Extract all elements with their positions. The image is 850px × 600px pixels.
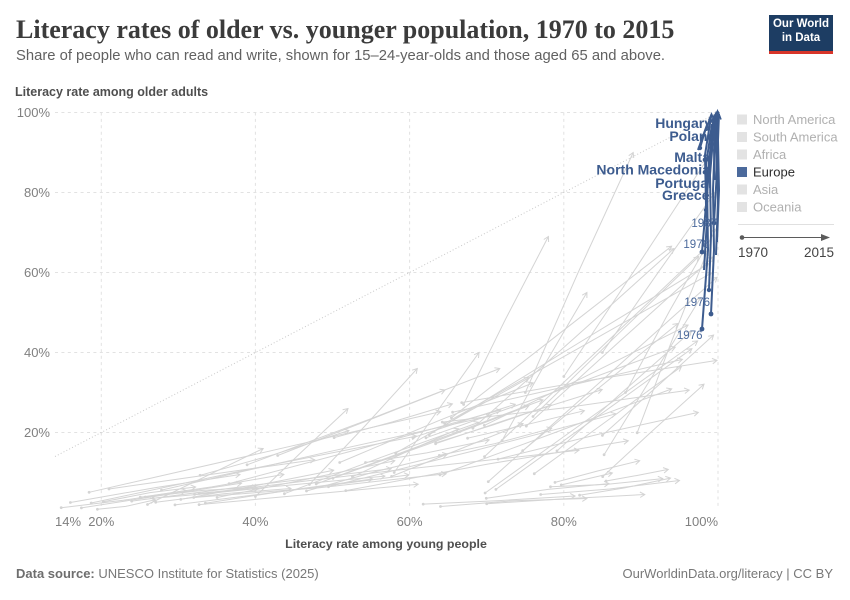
svg-text:1976: 1976 bbox=[683, 239, 709, 251]
svg-text:60%: 60% bbox=[397, 514, 423, 529]
svg-text:Oceania: Oceania bbox=[753, 200, 802, 215]
svg-text:North Macedonia: North Macedonia bbox=[596, 162, 710, 178]
svg-text:20%: 20% bbox=[24, 425, 50, 440]
svg-text:Portugal: Portugal bbox=[655, 175, 712, 191]
svg-text:North America: North America bbox=[753, 112, 836, 127]
svg-text:Africa: Africa bbox=[753, 147, 787, 162]
svg-text:40%: 40% bbox=[24, 345, 50, 360]
svg-text:80%: 80% bbox=[551, 514, 577, 529]
svg-text:20%: 20% bbox=[88, 514, 114, 529]
svg-text:14%: 14% bbox=[55, 514, 81, 529]
svg-text:100%: 100% bbox=[17, 105, 51, 120]
svg-text:60%: 60% bbox=[24, 265, 50, 280]
svg-text:Greece: Greece bbox=[662, 187, 710, 203]
svg-text:Europe: Europe bbox=[753, 165, 795, 180]
svg-text:Hungary: Hungary bbox=[655, 115, 712, 131]
svg-text:Poland: Poland bbox=[669, 128, 716, 144]
svg-text:Asia: Asia bbox=[753, 182, 779, 197]
svg-text:1976: 1976 bbox=[677, 330, 703, 342]
svg-text:40%: 40% bbox=[242, 514, 268, 529]
svg-text:100%: 100% bbox=[685, 514, 719, 529]
svg-text:1976: 1976 bbox=[684, 297, 710, 309]
svg-text:South America: South America bbox=[753, 130, 838, 145]
svg-text:2015: 2015 bbox=[804, 245, 834, 260]
svg-text:1970: 1970 bbox=[738, 245, 768, 260]
svg-text:80%: 80% bbox=[24, 185, 50, 200]
svg-text:Malta: Malta bbox=[674, 149, 710, 165]
svg-text:Literacy rate among young peop: Literacy rate among young people bbox=[285, 537, 487, 551]
svg-text:1987: 1987 bbox=[691, 218, 717, 230]
